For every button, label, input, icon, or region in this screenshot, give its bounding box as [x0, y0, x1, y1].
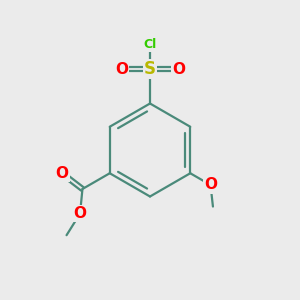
Text: S: S [144, 60, 156, 78]
Text: O: O [115, 61, 128, 76]
Text: O: O [172, 61, 185, 76]
Text: O: O [204, 178, 217, 193]
Text: Cl: Cl [143, 38, 157, 51]
Text: O: O [56, 166, 69, 181]
Text: O: O [74, 206, 87, 221]
